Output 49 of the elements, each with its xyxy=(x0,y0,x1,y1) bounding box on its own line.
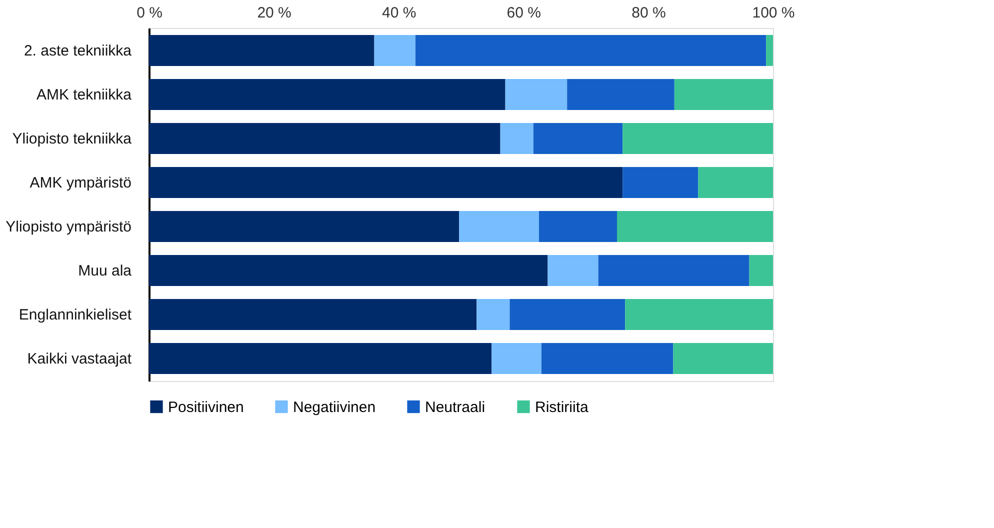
bar xyxy=(749,255,773,286)
bar xyxy=(622,122,773,154)
bar xyxy=(505,78,568,110)
bar xyxy=(625,299,773,330)
y-tick-label: Yliopisto tekniikka xyxy=(12,130,132,148)
bar xyxy=(698,166,773,198)
bar xyxy=(149,255,548,286)
bar xyxy=(149,299,477,330)
legend-label: Neutraali xyxy=(425,398,486,416)
x-tick-label: 100 % xyxy=(752,4,795,22)
bar xyxy=(622,166,698,198)
y-tick-label: Muu ala xyxy=(78,262,132,280)
y-tick-label: Kaikki vastaajat xyxy=(27,350,132,368)
legend-label: Negatiivinen xyxy=(293,398,376,416)
bar xyxy=(492,343,542,374)
bar xyxy=(500,122,534,154)
bar xyxy=(149,122,500,154)
y-tick-label: Englanninkieliset xyxy=(18,306,132,324)
legend-label: Positiivinen xyxy=(168,398,244,416)
bar xyxy=(415,34,766,66)
y-tick-label: 2. aste tekniikka xyxy=(24,42,132,60)
x-tick-label: 20 % xyxy=(257,4,292,22)
legend-label: Ristiriita xyxy=(535,398,589,416)
y-tick-label: AMK ympäristö xyxy=(30,174,132,192)
bar xyxy=(548,255,598,286)
bar xyxy=(673,343,773,374)
bar xyxy=(539,211,617,242)
bar xyxy=(149,34,374,66)
x-tick-label: 40 % xyxy=(382,4,416,22)
bar xyxy=(766,34,773,66)
bar xyxy=(541,343,674,374)
x-tick-label: 0 % xyxy=(136,4,162,22)
bar xyxy=(510,299,626,330)
x-tick-label: 80 % xyxy=(632,4,666,22)
bar xyxy=(149,343,492,374)
y-tick-label: AMK tekniikka xyxy=(36,86,132,104)
bar xyxy=(674,78,773,110)
bar xyxy=(567,78,674,110)
bar xyxy=(149,211,460,242)
y-tick-label: Yliopisto ympäristö xyxy=(6,218,132,236)
bar xyxy=(459,211,539,242)
bar xyxy=(533,122,623,154)
bar xyxy=(598,255,750,286)
bar xyxy=(149,78,506,110)
bar xyxy=(617,211,773,242)
bar xyxy=(374,34,416,66)
bar xyxy=(149,166,623,198)
x-tick-label: 60 % xyxy=(506,4,541,22)
bar xyxy=(476,299,510,330)
